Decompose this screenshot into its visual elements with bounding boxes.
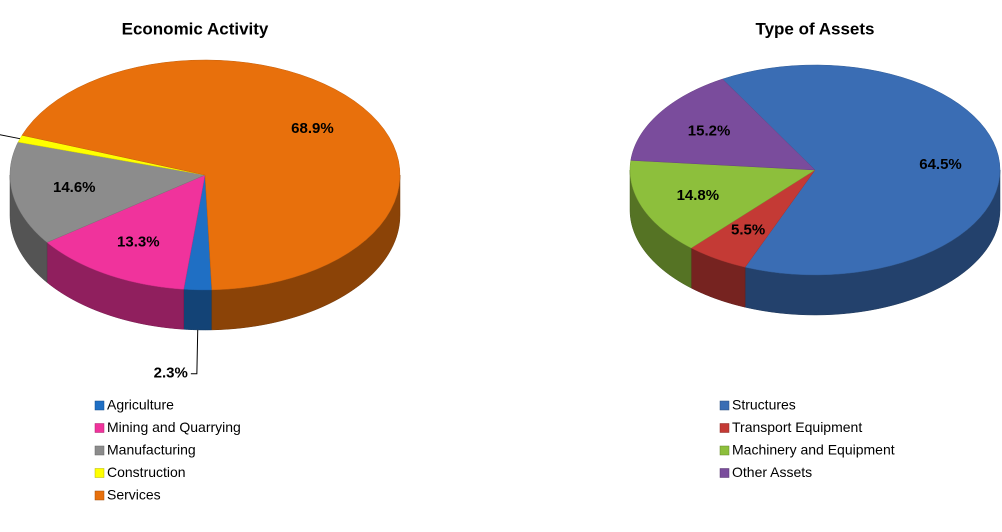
- value-label: 68.9%: [291, 120, 334, 137]
- legend-swatch: [719, 423, 730, 433]
- legend-swatch: [94, 400, 105, 411]
- slice: [629, 160, 816, 249]
- slice: [183, 174, 213, 291]
- value-label: 2.3%: [154, 365, 188, 382]
- legend-swatch: [719, 445, 730, 456]
- value-label: 13.3%: [117, 234, 160, 251]
- legend-swatch: [94, 468, 105, 478]
- value-label: 14.8%: [677, 187, 720, 204]
- legend-label: Manufacturing: [107, 442, 196, 458]
- legend-label: Construction: [107, 464, 186, 480]
- legend-label: Machinery and Equipment: [732, 442, 895, 458]
- slice: [722, 64, 1001, 276]
- slice: [9, 141, 206, 243]
- leader-line: [0, 134, 21, 140]
- legend-label: Structures: [732, 397, 796, 413]
- value-label: 15.2%: [688, 122, 731, 139]
- legend-swatch: [94, 445, 105, 456]
- slice: [21, 59, 401, 291]
- legend-label: Other Assets: [732, 464, 812, 480]
- value-label: 14.6%: [53, 179, 96, 196]
- slice-side: [183, 289, 213, 331]
- leader-line: [190, 329, 199, 375]
- slice: [690, 169, 816, 268]
- legend-swatch: [94, 490, 105, 501]
- chart-title: Type of Assets: [755, 19, 874, 38]
- value-label: 5.5%: [731, 221, 765, 238]
- legend-label: Transport Equipment: [732, 419, 862, 435]
- slice: [630, 78, 816, 171]
- chart-title: Economic Activity: [122, 19, 269, 38]
- legend-label: Mining and Quarrying: [107, 419, 241, 435]
- value-label: 64.5%: [919, 156, 962, 173]
- legend-swatch: [719, 400, 730, 411]
- slice: [46, 174, 206, 290]
- legend-label: Agriculture: [107, 397, 174, 413]
- legend-swatch: [94, 423, 105, 433]
- legend-swatch: [719, 468, 730, 478]
- legend-label: Services: [107, 487, 161, 503]
